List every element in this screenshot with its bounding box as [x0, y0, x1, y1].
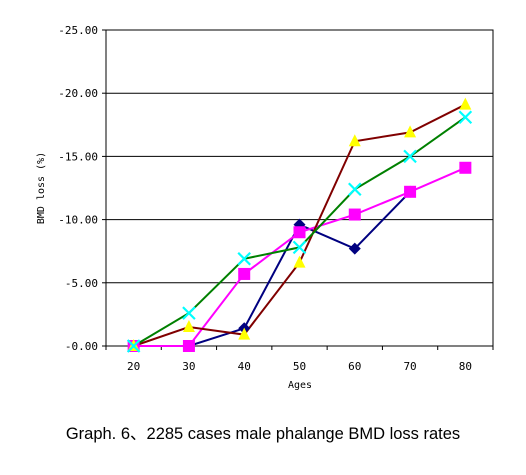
data-point — [293, 255, 306, 268]
x-tick-label: 30 — [182, 360, 195, 373]
data-point — [348, 134, 361, 147]
y-tick-label: -15.00 — [58, 150, 98, 163]
y-axis-title: BMD loss (%) — [36, 152, 47, 224]
data-point — [182, 340, 195, 352]
data-point — [348, 242, 361, 255]
data-point — [404, 125, 417, 138]
y-tick-label: -10.00 — [58, 214, 98, 227]
data-point — [292, 240, 307, 255]
plot-area — [105, 29, 494, 347]
x-tick-label: 80 — [459, 360, 472, 373]
data-point — [238, 327, 251, 340]
y-axis-ticks: -25.00 -20.00 -15.00 -10.00 -5.00 -0.00 — [58, 24, 106, 353]
y-tick-label: -20.00 — [58, 87, 98, 100]
x-tick-label: 20 — [127, 360, 140, 373]
series-layer — [126, 97, 473, 353]
x-axis-ticks: 20 30 40 50 60 70 80 — [105, 346, 494, 373]
x-tick-label: 40 — [238, 360, 251, 373]
figure-caption: Graph. 6、2285 cases male phalange BMD lo… — [65, 425, 461, 443]
data-point — [348, 208, 361, 221]
data-point — [403, 149, 417, 164]
x-tick-label: 60 — [348, 360, 361, 373]
x-tick-label: 70 — [403, 360, 416, 373]
data-point — [238, 267, 251, 280]
data-point — [348, 182, 362, 197]
data-point — [237, 252, 251, 266]
x-tick-label: 50 — [293, 360, 306, 373]
chart: -25.00 -20.00 -15.00 -10.00 -5.00 -0.00 20 30 4… — [36, 24, 494, 391]
data-point — [126, 339, 141, 353]
y-tick-label: -5.00 — [65, 277, 98, 290]
y-tick-label: -25.00 — [58, 24, 98, 37]
data-point — [293, 226, 306, 239]
x-axis-title: Ages — [288, 380, 312, 391]
data-point — [459, 97, 472, 110]
data-point — [182, 320, 195, 333]
data-point — [459, 161, 472, 174]
data-point — [458, 110, 473, 124]
y-tick-label: -0.00 — [65, 340, 98, 353]
data-point — [182, 306, 196, 320]
data-point — [404, 185, 417, 198]
